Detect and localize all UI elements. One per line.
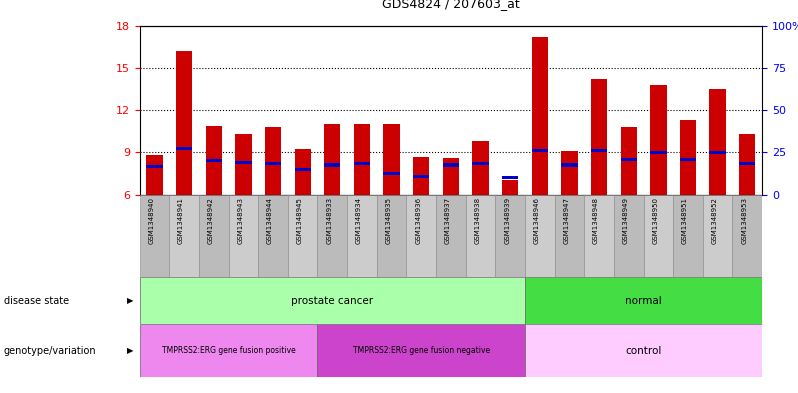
Text: normal: normal	[625, 296, 662, 306]
Bar	[443, 158, 459, 195]
Text: ▶: ▶	[127, 346, 133, 355]
Bar	[650, 151, 666, 154]
Text: control: control	[626, 346, 662, 356]
Text: GSM1348942: GSM1348942	[207, 197, 214, 244]
Bar	[621, 158, 637, 161]
Bar	[413, 156, 429, 195]
Bar	[466, 195, 496, 277]
Bar	[709, 89, 726, 195]
Text: GSM1348953: GSM1348953	[741, 197, 747, 244]
Bar	[674, 195, 703, 277]
Bar	[259, 195, 288, 277]
Bar	[525, 195, 555, 277]
Text: GSM1348934: GSM1348934	[356, 197, 362, 244]
Bar	[561, 151, 578, 195]
Bar	[377, 195, 406, 277]
Bar	[680, 120, 696, 195]
Text: GSM1348941: GSM1348941	[178, 197, 184, 244]
Bar	[502, 176, 518, 179]
Bar	[436, 195, 466, 277]
Text: genotype/variation: genotype/variation	[4, 346, 97, 356]
Bar	[146, 155, 163, 195]
Bar	[413, 174, 429, 178]
Bar	[584, 195, 614, 277]
Bar	[318, 195, 347, 277]
Bar	[199, 195, 228, 277]
Text: GSM1348940: GSM1348940	[148, 197, 155, 244]
Bar	[739, 162, 756, 165]
Bar	[176, 51, 192, 195]
Text: GSM1348935: GSM1348935	[385, 197, 392, 244]
Bar	[650, 84, 666, 195]
Bar	[614, 195, 643, 277]
Bar	[531, 149, 548, 152]
Bar	[383, 172, 400, 175]
Bar	[472, 141, 488, 195]
Bar	[496, 195, 525, 277]
Bar	[733, 195, 762, 277]
Text: GSM1348948: GSM1348948	[593, 197, 599, 244]
Bar	[265, 127, 281, 195]
Text: prostate cancer: prostate cancer	[291, 296, 373, 306]
Bar	[621, 127, 637, 195]
Bar	[169, 195, 199, 277]
Text: GSM1348951: GSM1348951	[682, 197, 688, 244]
Bar	[354, 162, 370, 165]
Bar	[531, 37, 548, 195]
Bar	[472, 162, 488, 165]
Bar	[324, 163, 341, 167]
Bar	[176, 147, 192, 150]
Text: GSM1348949: GSM1348949	[622, 197, 629, 244]
Bar	[443, 163, 459, 167]
Bar	[235, 161, 251, 164]
Text: GSM1348936: GSM1348936	[415, 197, 421, 244]
Bar	[703, 195, 733, 277]
Bar	[206, 159, 222, 162]
Bar	[525, 324, 762, 377]
Text: GSM1348933: GSM1348933	[326, 197, 332, 244]
Bar	[680, 158, 696, 161]
Text: GDS4824 / 207603_at: GDS4824 / 207603_at	[382, 0, 519, 10]
Text: GSM1348943: GSM1348943	[237, 197, 243, 244]
Text: GSM1348947: GSM1348947	[563, 197, 570, 244]
Bar	[294, 149, 310, 195]
Bar	[591, 79, 607, 195]
Text: GSM1348939: GSM1348939	[504, 197, 510, 244]
Bar	[709, 151, 726, 154]
Text: GSM1348937: GSM1348937	[444, 197, 451, 244]
Bar	[525, 277, 762, 324]
Text: GSM1348952: GSM1348952	[712, 197, 717, 244]
Bar	[265, 162, 281, 165]
Bar	[318, 324, 525, 377]
Text: TMPRSS2:ERG gene fusion negative: TMPRSS2:ERG gene fusion negative	[353, 346, 490, 355]
Bar	[561, 163, 578, 167]
Bar	[502, 180, 518, 195]
Bar	[288, 195, 318, 277]
Bar	[146, 165, 163, 168]
Bar	[140, 195, 169, 277]
Bar	[294, 168, 310, 171]
Bar	[643, 195, 674, 277]
Text: TMPRSS2:ERG gene fusion positive: TMPRSS2:ERG gene fusion positive	[162, 346, 295, 355]
Text: ▶: ▶	[127, 296, 133, 305]
Bar	[383, 124, 400, 195]
Text: disease state: disease state	[4, 296, 69, 306]
Text: GSM1348944: GSM1348944	[267, 197, 273, 244]
Bar	[324, 124, 341, 195]
Bar	[140, 324, 318, 377]
Bar	[591, 149, 607, 152]
Text: GSM1348946: GSM1348946	[534, 197, 539, 244]
Bar	[235, 134, 251, 195]
Bar	[347, 195, 377, 277]
Bar	[228, 195, 259, 277]
Text: GSM1348945: GSM1348945	[297, 197, 302, 244]
Bar	[354, 124, 370, 195]
Bar	[206, 125, 222, 195]
Bar	[555, 195, 584, 277]
Bar	[140, 277, 525, 324]
Text: GSM1348938: GSM1348938	[475, 197, 480, 244]
Bar	[406, 195, 436, 277]
Text: GSM1348950: GSM1348950	[652, 197, 658, 244]
Bar	[739, 134, 756, 195]
